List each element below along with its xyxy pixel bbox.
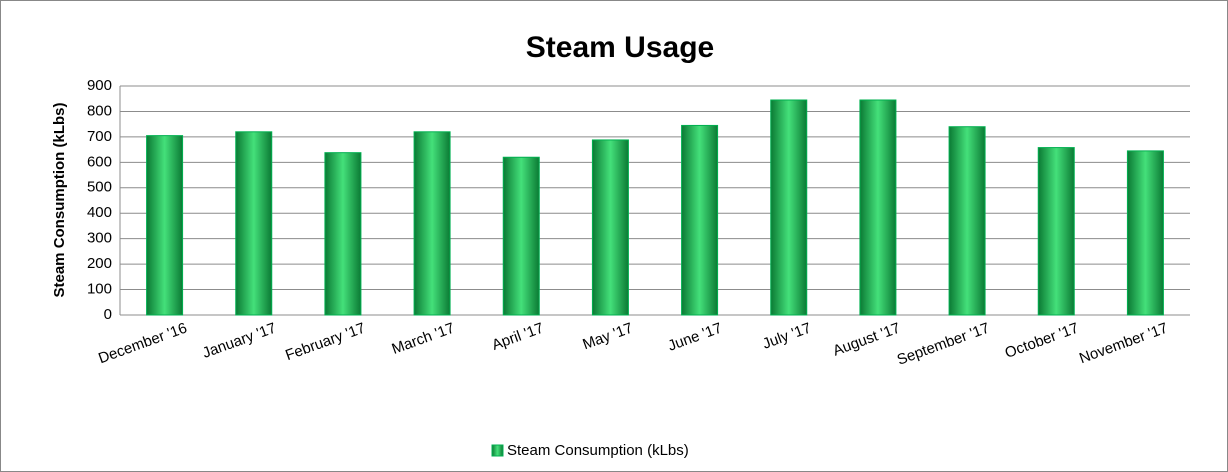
y-tick-label: 800 xyxy=(87,102,112,119)
bar xyxy=(948,126,986,316)
y-axis-label: Steam Consumption (kLbs) xyxy=(51,102,68,297)
chart-title: Steam Usage xyxy=(526,31,714,64)
bar xyxy=(1126,150,1164,316)
y-tick-label: 900 xyxy=(87,77,112,94)
bar xyxy=(770,99,808,316)
bar xyxy=(324,152,362,316)
y-tick-label: 200 xyxy=(87,255,112,272)
bar xyxy=(502,156,540,316)
bar xyxy=(146,135,184,316)
y-tick-label: 300 xyxy=(87,230,112,247)
bar xyxy=(591,139,629,316)
legend-swatch xyxy=(491,444,504,457)
y-tick-label: 100 xyxy=(87,281,112,298)
y-tick-label: 500 xyxy=(87,179,112,196)
bar xyxy=(235,131,273,316)
y-tick-label: 700 xyxy=(87,128,112,145)
bar xyxy=(1037,147,1075,316)
bar xyxy=(859,99,897,316)
bar xyxy=(681,124,719,316)
y-tick-label: 400 xyxy=(87,204,112,221)
bar xyxy=(413,131,451,316)
y-tick-label: 600 xyxy=(87,153,112,170)
y-tick-label: 0 xyxy=(104,306,112,323)
legend-label: Steam Consumption (kLbs) xyxy=(507,442,689,459)
